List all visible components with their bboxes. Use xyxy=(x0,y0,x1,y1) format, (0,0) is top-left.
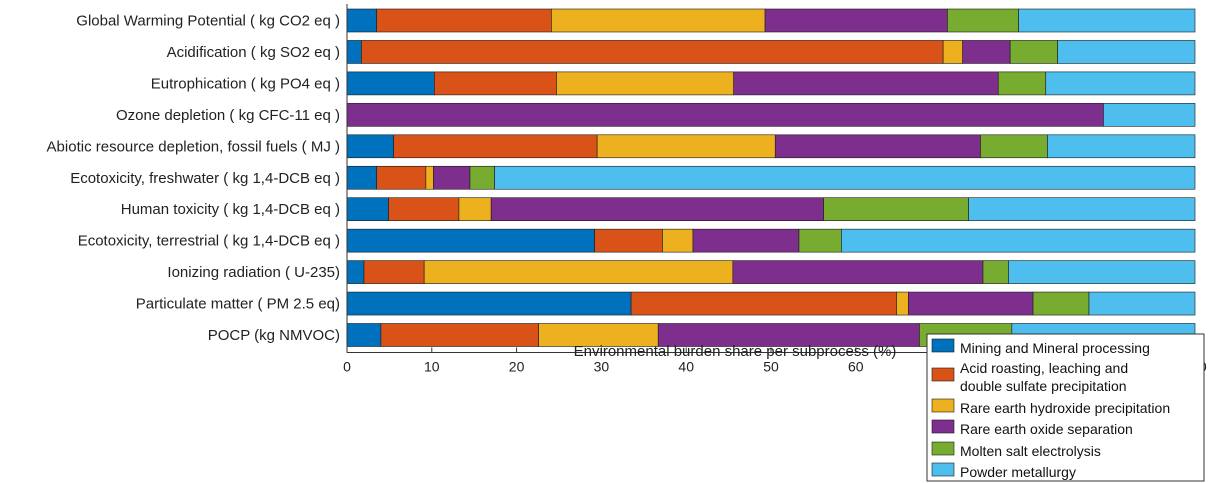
bar-segment xyxy=(942,40,963,64)
bar-segment xyxy=(798,228,842,253)
bar-segment xyxy=(434,71,557,96)
bar-segment xyxy=(896,291,909,316)
bar-segment xyxy=(551,8,766,33)
bar-segment xyxy=(841,228,1196,253)
category-label: Particulate matter ( PM 2.5 eq) xyxy=(136,296,340,313)
bar-segment xyxy=(490,197,824,221)
bar-segment xyxy=(380,323,539,347)
bar-segment xyxy=(947,8,1019,33)
legend-entry-label: Mining and Mineral processing xyxy=(960,340,1150,356)
legend-swatch xyxy=(931,398,955,413)
x-tick-label: 10 xyxy=(424,359,440,375)
bar-segment xyxy=(1088,291,1196,316)
x-tick-label: 20 xyxy=(509,359,525,375)
legend-entry-line: Acid roasting, leaching and xyxy=(960,360,1128,376)
bars-layer xyxy=(346,8,1196,347)
bar-segment xyxy=(433,165,471,190)
legend-entry-label: Rare earth hydroxide precipitation xyxy=(960,400,1170,416)
bar-segment xyxy=(596,134,776,159)
bar-segment xyxy=(346,197,389,221)
legend-swatch xyxy=(931,462,955,477)
x-tick-label: 40 xyxy=(678,359,694,375)
legend-entry-line: double sulfate precipitation xyxy=(960,378,1127,394)
bar-segment xyxy=(1018,8,1196,33)
bar-segment xyxy=(469,165,495,190)
bar-segment xyxy=(732,260,984,284)
legend-swatch xyxy=(931,419,955,434)
bar-segment xyxy=(764,8,948,33)
category-labels: Global Warming Potential ( kg CO2 eq ) Ac… xyxy=(47,13,340,345)
legend-swatch xyxy=(931,441,955,456)
category-label: Ionizing radiation ( U-235) xyxy=(167,264,340,281)
bar-segment xyxy=(346,134,394,159)
bar-segment xyxy=(1103,103,1196,127)
bar-segment xyxy=(388,197,460,221)
category-label: Abiotic resource depletion, fossil fuels… xyxy=(47,138,340,155)
bar-segment xyxy=(982,260,1009,284)
bar-segment xyxy=(1047,134,1196,159)
bar-segment xyxy=(1009,40,1058,64)
bar-segment xyxy=(908,291,1034,316)
legend-entry-label: Molten salt electrolysis xyxy=(960,443,1101,459)
bar-segment xyxy=(425,165,434,190)
category-label: POCP (kg NMVOC) xyxy=(208,327,340,344)
bar-segment xyxy=(980,134,1048,159)
bar-segment xyxy=(692,228,800,253)
legend-entry-label: Powder metallurgy xyxy=(960,464,1076,480)
bar-segment xyxy=(1057,40,1196,64)
bar-segment xyxy=(1032,291,1090,316)
legend-swatch xyxy=(931,338,955,353)
category-label: Ecotoxicity, freshwater ( kg 1,4-DCB eq … xyxy=(70,170,340,187)
bar-segment xyxy=(376,165,427,190)
bar-segment xyxy=(393,134,598,159)
bar-segment xyxy=(376,8,552,33)
bar-segment xyxy=(346,228,595,253)
bar-segment xyxy=(458,197,492,221)
bar-segment xyxy=(962,40,1011,64)
bar-segment xyxy=(346,260,365,284)
bar-segment xyxy=(361,40,944,64)
bar-segment xyxy=(733,71,999,96)
bar-segment xyxy=(346,40,362,64)
bar-segment xyxy=(346,165,377,190)
bar-segment xyxy=(997,71,1047,96)
x-tick-label: 30 xyxy=(594,359,610,375)
bar-segment xyxy=(774,134,981,159)
x-tick-label: 50 xyxy=(763,359,779,375)
bar-segment xyxy=(346,291,632,316)
legend-swatch xyxy=(931,367,955,382)
x-tick-label: 0 xyxy=(343,359,351,375)
bar-segment xyxy=(823,197,969,221)
bar-segment xyxy=(1008,260,1196,284)
legend-box xyxy=(926,333,1205,482)
x-tick-label: 60 xyxy=(848,359,864,375)
category-label: Human toxicity ( kg 1,4-DCB eq ) xyxy=(121,201,340,218)
bar-segment xyxy=(1045,71,1196,96)
bar-segment xyxy=(346,103,1104,127)
bar-segment xyxy=(494,165,1196,190)
bar-segment xyxy=(423,260,734,284)
bar-segment xyxy=(556,71,734,96)
category-label: Eutrophication ( kg PO4 eq ) xyxy=(151,75,340,92)
bar-segment xyxy=(363,260,425,284)
bar-segment xyxy=(346,71,435,96)
category-label: Acidification ( kg SO2 eq ) xyxy=(167,44,340,61)
category-label: Ozone depletion ( kg CFC-11 eq ) xyxy=(116,107,340,124)
category-label: Ecotoxicity, terrestrial ( kg 1,4-DCB eq… xyxy=(78,233,340,250)
bar-segment xyxy=(662,228,694,253)
bar-segment xyxy=(346,8,377,33)
category-label: Global Warming Potential ( kg CO2 eq ) xyxy=(76,13,340,30)
bar-segment xyxy=(346,323,382,347)
bar-segment xyxy=(630,291,897,316)
legend-entry-label: Rare earth oxide separation xyxy=(960,421,1133,437)
bar-segment xyxy=(968,197,1196,221)
legend-entry-label: Acid roasting, leaching and double sulfat… xyxy=(960,360,1128,394)
legend: Mining and Mineral processing Acid roasti… xyxy=(926,333,1205,482)
x-axis-title: Environmental burden share per subproces… xyxy=(574,343,897,360)
bar-segment xyxy=(594,228,663,253)
